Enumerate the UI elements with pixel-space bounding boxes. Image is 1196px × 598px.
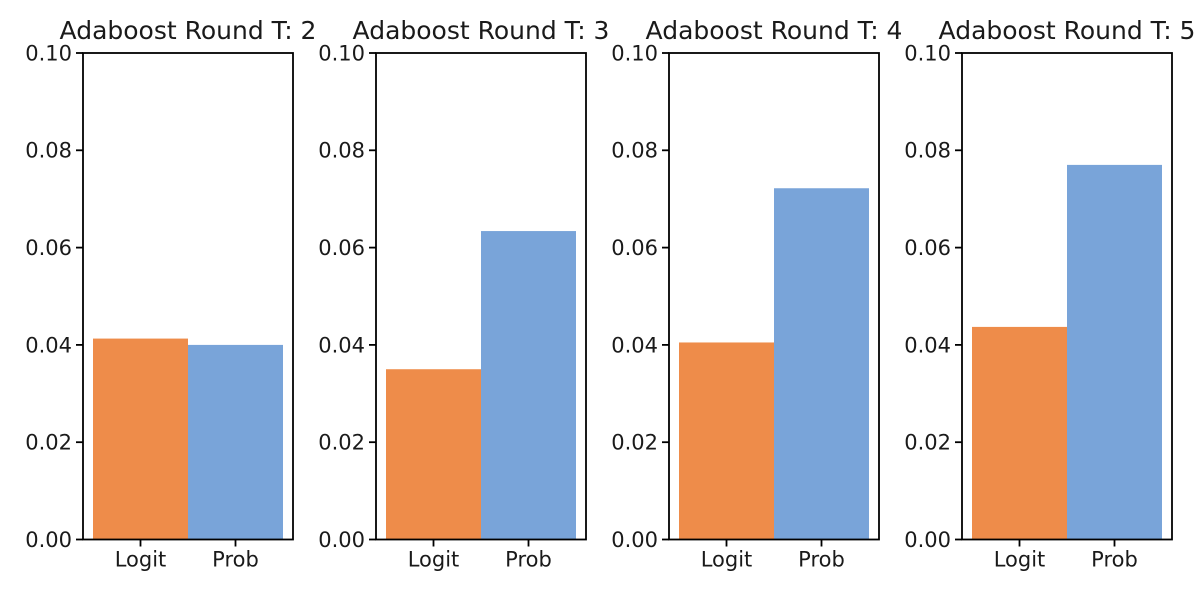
x-tick-label: Logit bbox=[408, 548, 460, 572]
y-tick-label: 0.00 bbox=[25, 528, 72, 552]
bar-prob bbox=[188, 344, 283, 540]
y-tick-label: 0.06 bbox=[318, 236, 365, 260]
bar-logit bbox=[93, 338, 188, 540]
y-tick-label: 0.04 bbox=[318, 333, 365, 357]
y-tick-label: 0.08 bbox=[904, 139, 951, 163]
bar-logit bbox=[386, 369, 481, 540]
y-tick-label: 0.08 bbox=[318, 139, 365, 163]
y-tick-label: 0.04 bbox=[611, 333, 658, 357]
x-tick-label: Prob bbox=[798, 548, 845, 572]
x-tick-label: Logit bbox=[115, 548, 167, 572]
y-tick-label: 0.06 bbox=[904, 236, 951, 260]
y-tick-label: 0.06 bbox=[25, 236, 72, 260]
y-tick-label: 0.08 bbox=[25, 139, 72, 163]
axes-title: Adaboost Round T: 4 bbox=[646, 16, 903, 45]
bar-logit bbox=[972, 326, 1067, 540]
x-tick-label: Prob bbox=[505, 548, 552, 572]
y-tick-label: 0.10 bbox=[611, 41, 658, 65]
axes-spines bbox=[82, 52, 294, 541]
y-tick-label: 0.00 bbox=[611, 528, 658, 552]
x-tick-label: Prob bbox=[212, 548, 259, 572]
bar-prob bbox=[481, 231, 576, 540]
bar-logit bbox=[679, 342, 774, 540]
y-tick-label: 0.10 bbox=[25, 41, 72, 65]
x-tick-label: Logit bbox=[994, 548, 1046, 572]
y-tick-label: 0.10 bbox=[318, 41, 365, 65]
bar-prob bbox=[1067, 164, 1162, 540]
axes-spines bbox=[668, 52, 880, 541]
y-tick-label: 0.02 bbox=[904, 431, 951, 455]
x-tick-label: Logit bbox=[701, 548, 753, 572]
subplot-2: 0.00 0.02 0.04 0.06 0.08 0.10 Logit Prob Adaboos… bbox=[318, 16, 609, 572]
y-tick-label: 0.10 bbox=[904, 41, 951, 65]
y-tick-label: 0.02 bbox=[611, 431, 658, 455]
axes-title: Adaboost Round T: 5 bbox=[939, 16, 1196, 45]
axes-title: Adaboost Round T: 3 bbox=[353, 16, 610, 45]
y-tick-label: 0.04 bbox=[25, 333, 72, 357]
subplot-1: 0.00 0.02 0.04 0.06 0.08 0.10 Logit Prob Adaboos… bbox=[25, 16, 316, 572]
subplot-3: 0.00 0.02 0.04 0.06 0.08 0.10 Logit Prob Adaboos… bbox=[611, 16, 902, 572]
y-tick-label: 0.02 bbox=[318, 431, 365, 455]
y-tick-label: 0.08 bbox=[611, 139, 658, 163]
y-tick-label: 0.00 bbox=[904, 528, 951, 552]
y-tick-label: 0.02 bbox=[25, 431, 72, 455]
subplot-4: 0.00 0.02 0.04 0.06 0.08 0.10 Logit Prob Adaboos… bbox=[904, 16, 1195, 572]
axes-spines bbox=[961, 52, 1173, 541]
axes-title: Adaboost Round T: 2 bbox=[60, 16, 317, 45]
x-tick-label: Prob bbox=[1091, 548, 1138, 572]
y-tick-label: 0.00 bbox=[318, 528, 365, 552]
y-tick-label: 0.04 bbox=[904, 333, 951, 357]
y-tick-label: 0.06 bbox=[611, 236, 658, 260]
bar-prob bbox=[774, 188, 869, 540]
axes-spines bbox=[375, 52, 587, 541]
